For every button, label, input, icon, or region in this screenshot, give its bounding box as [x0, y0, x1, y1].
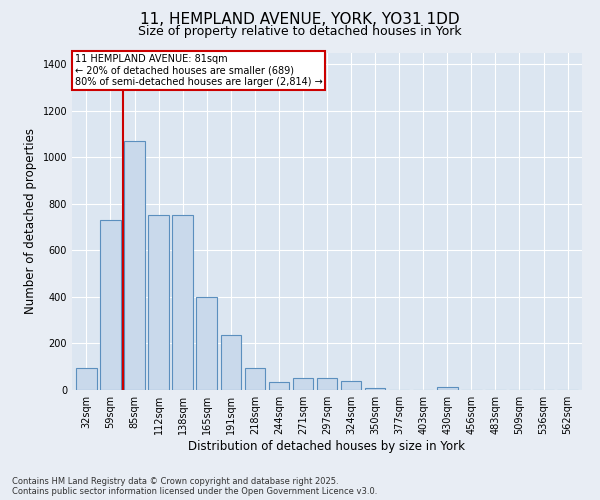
Bar: [317, 378, 337, 390]
Bar: [196, 297, 217, 390]
Bar: [221, 336, 241, 390]
Bar: [148, 216, 169, 390]
Text: 11 HEMPLAND AVENUE: 81sqm
← 20% of detached houses are smaller (689)
80% of semi: 11 HEMPLAND AVENUE: 81sqm ← 20% of detac…: [74, 54, 322, 88]
Text: Size of property relative to detached houses in York: Size of property relative to detached ho…: [138, 25, 462, 38]
Bar: [245, 368, 265, 390]
Y-axis label: Number of detached properties: Number of detached properties: [24, 128, 37, 314]
Bar: [269, 382, 289, 390]
Text: Contains HM Land Registry data © Crown copyright and database right 2025.
Contai: Contains HM Land Registry data © Crown c…: [12, 476, 377, 496]
Bar: [76, 368, 97, 390]
Bar: [365, 388, 385, 390]
Bar: [341, 380, 361, 390]
Bar: [172, 216, 193, 390]
Bar: [437, 386, 458, 390]
Bar: [293, 378, 313, 390]
X-axis label: Distribution of detached houses by size in York: Distribution of detached houses by size …: [188, 440, 466, 453]
Bar: [100, 220, 121, 390]
Text: 11, HEMPLAND AVENUE, YORK, YO31 1DD: 11, HEMPLAND AVENUE, YORK, YO31 1DD: [140, 12, 460, 28]
Bar: [124, 141, 145, 390]
